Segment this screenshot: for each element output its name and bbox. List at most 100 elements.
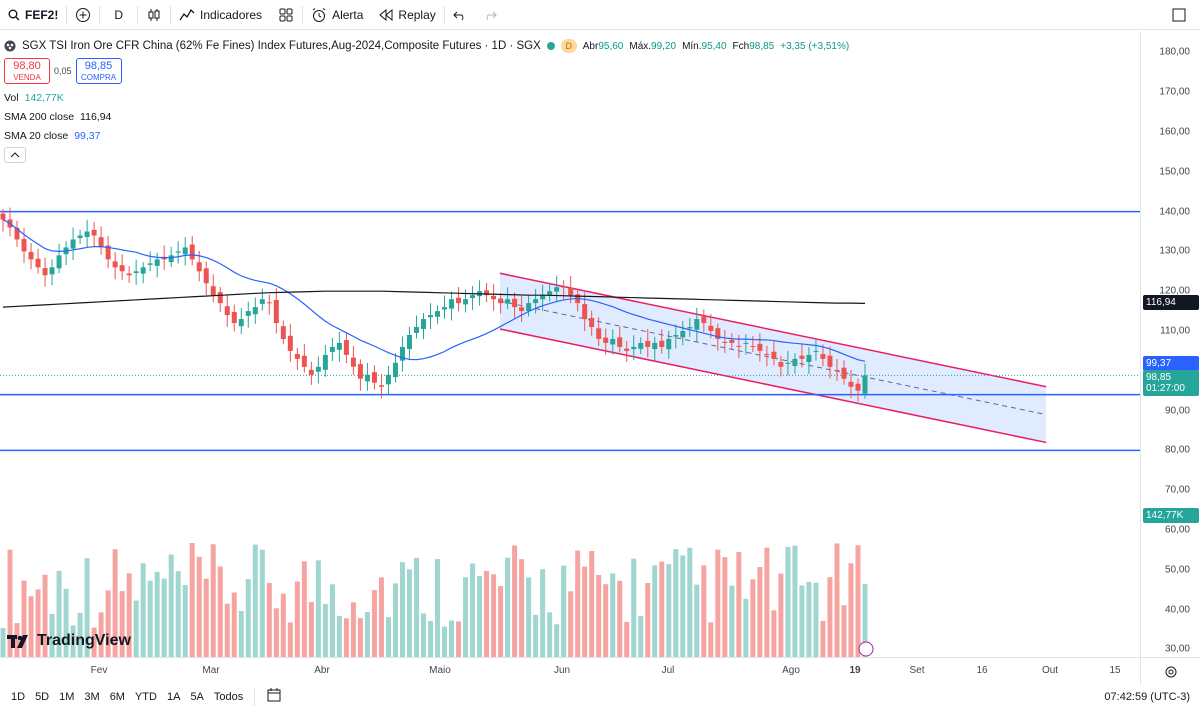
symbol-search[interactable]: FEF2! bbox=[0, 0, 66, 30]
candle-body bbox=[350, 357, 356, 367]
price-chart[interactable] bbox=[0, 31, 1140, 657]
volume-bar bbox=[147, 580, 153, 657]
watermark-text: TradingView bbox=[37, 632, 131, 649]
sell-button[interactable]: 98,80 VENDA bbox=[4, 58, 50, 84]
undo-button[interactable] bbox=[445, 0, 475, 30]
volume-bar bbox=[84, 558, 90, 657]
volume-bar bbox=[512, 545, 518, 657]
volume-bar bbox=[7, 549, 13, 657]
volume-legend[interactable]: Vol 142,77K bbox=[4, 88, 849, 107]
price-tick-label: 150,00 bbox=[1159, 166, 1190, 178]
candle-body bbox=[666, 338, 672, 350]
volume-bar bbox=[35, 589, 41, 657]
alert-button[interactable]: Alerta bbox=[303, 0, 371, 30]
candle-body bbox=[224, 306, 230, 316]
symbol-label: FEF2! bbox=[25, 7, 59, 22]
candle-body bbox=[189, 244, 195, 260]
interval-button[interactable]: D bbox=[100, 0, 137, 30]
candle-body bbox=[168, 255, 174, 263]
price-axis[interactable]: 180,00 170,00 160,00 150,00 140,00 130,00 120,… bbox=[1140, 31, 1200, 657]
candle-body bbox=[315, 366, 321, 372]
volume-bar bbox=[322, 603, 328, 657]
volume-bar bbox=[392, 583, 398, 657]
volume-bar bbox=[680, 555, 686, 657]
candle-body bbox=[736, 345, 742, 347]
volume-bar bbox=[799, 585, 805, 657]
collapse-legend-button[interactable] bbox=[4, 147, 26, 163]
chart-pane[interactable] bbox=[0, 31, 1140, 657]
replay-button[interactable]: Replay bbox=[371, 0, 443, 30]
sma200-legend[interactable]: SMA 200 close 116,94 bbox=[4, 107, 849, 126]
candle-body bbox=[203, 268, 209, 284]
candle-body bbox=[294, 354, 300, 359]
clock[interactable]: 07:42:59 (UTC-3) bbox=[1104, 690, 1190, 703]
lightning-icon[interactable] bbox=[858, 641, 874, 657]
candle-body bbox=[694, 319, 700, 330]
market-status-icon[interactable] bbox=[546, 42, 555, 50]
volume-bar bbox=[98, 612, 104, 657]
volume-bar bbox=[610, 573, 616, 657]
candle-body bbox=[280, 326, 286, 339]
candle-body bbox=[701, 316, 707, 324]
candle-body bbox=[329, 346, 335, 352]
range-button-6m[interactable]: 6M bbox=[109, 690, 125, 703]
indicators-button[interactable]: Indicadores bbox=[171, 0, 270, 30]
range-button-1a[interactable]: 1A bbox=[166, 690, 181, 703]
volume-bar bbox=[399, 562, 405, 657]
range-button-5d[interactable]: 5D bbox=[35, 690, 50, 703]
fullscreen-icon bbox=[1172, 8, 1186, 21]
candle-body bbox=[652, 342, 658, 350]
volume-bar bbox=[624, 621, 630, 657]
volume-bar bbox=[841, 605, 847, 657]
chart-type-button[interactable] bbox=[138, 0, 170, 30]
volume-bar bbox=[589, 550, 595, 657]
sma20-price-label: 99,37 bbox=[1143, 356, 1199, 372]
range-button-3m[interactable]: 3M bbox=[84, 690, 100, 703]
candle-body bbox=[512, 298, 518, 308]
sma20-legend[interactable]: SMA 20 close 99,37 bbox=[4, 126, 849, 145]
volume-bar bbox=[827, 577, 833, 657]
candle-body bbox=[526, 303, 532, 312]
volume-bar bbox=[49, 613, 55, 657]
redo-button[interactable] bbox=[475, 0, 505, 30]
volume-bar bbox=[378, 577, 384, 657]
symbol-title[interactable]: SGX TSI Iron Ore CFR China (62% Fe Fines… bbox=[22, 40, 541, 52]
volume-bar bbox=[42, 574, 48, 657]
price-tick-label: 40,00 bbox=[1164, 604, 1190, 616]
candle-body bbox=[273, 299, 279, 324]
tradingview-logo[interactable]: TradingView bbox=[7, 632, 131, 650]
candle-body bbox=[785, 362, 791, 364]
volume-bar bbox=[406, 569, 412, 657]
volume-bar bbox=[862, 583, 868, 657]
volume-bar bbox=[652, 565, 658, 657]
candle-body bbox=[98, 237, 104, 248]
candle-body bbox=[799, 355, 805, 359]
range-button-5a[interactable]: 5A bbox=[190, 690, 204, 703]
candle-body bbox=[855, 383, 861, 391]
buy-button[interactable]: 98,85 COMPRA bbox=[75, 58, 122, 84]
top-toolbar: FEF2! D Indicadores Alerta Replay bbox=[0, 0, 1200, 30]
candle-body bbox=[764, 354, 770, 356]
fullscreen-button[interactable] bbox=[1164, 0, 1200, 30]
candle-body bbox=[729, 339, 735, 343]
volume-bar bbox=[21, 580, 27, 657]
candle-body bbox=[399, 346, 405, 361]
range-button-ytd[interactable]: YTD bbox=[134, 690, 157, 703]
volume-bar bbox=[56, 570, 62, 657]
candle-body bbox=[112, 261, 118, 268]
range-button-todos[interactable]: Todos bbox=[213, 690, 244, 703]
indicators-label: Indicadores bbox=[200, 7, 263, 22]
date-range-button[interactable] bbox=[261, 688, 289, 705]
volume-bar bbox=[280, 593, 286, 657]
delayed-badge[interactable]: D bbox=[560, 39, 577, 53]
candle-body bbox=[343, 340, 349, 355]
time-axis[interactable]: Fev Mar Abr Maio Jun Jul Ago 19 Set 16 Out 15 bbox=[0, 657, 1140, 685]
open-value: 95,60 bbox=[598, 40, 624, 52]
layouts-button[interactable] bbox=[270, 0, 302, 30]
candle-body bbox=[568, 287, 574, 296]
compare-button[interactable] bbox=[67, 0, 99, 30]
range-button-1m[interactable]: 1M bbox=[59, 690, 75, 703]
chart-settings-button[interactable] bbox=[1140, 657, 1200, 685]
chevron-up-icon bbox=[10, 152, 20, 158]
range-button-1d[interactable]: 1D bbox=[11, 690, 26, 703]
